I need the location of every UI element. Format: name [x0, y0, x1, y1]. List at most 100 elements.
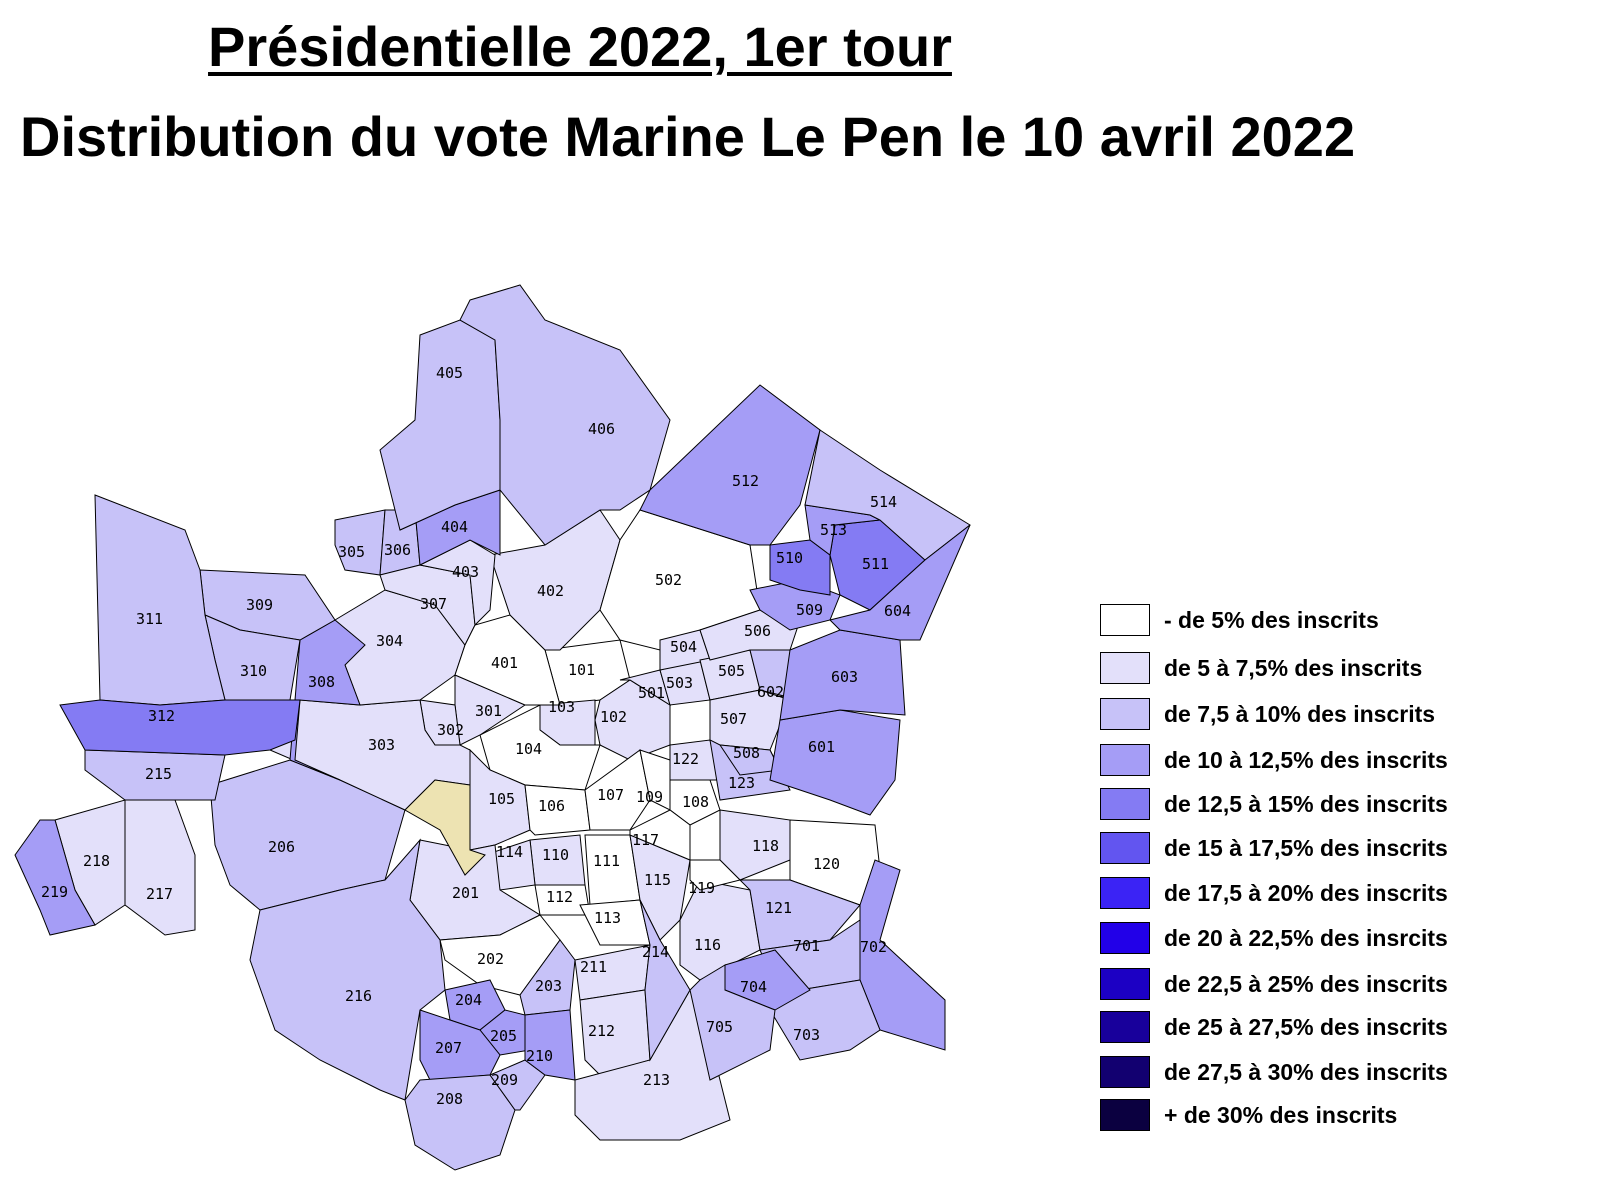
district-label-202: 202	[477, 950, 504, 968]
district-label-508: 508	[733, 744, 760, 762]
legend-swatch	[1100, 788, 1150, 820]
district-label-206: 206	[268, 838, 295, 856]
district-703	[769, 979, 881, 1061]
district-label-509: 509	[796, 601, 823, 619]
district-label-217: 217	[146, 885, 173, 903]
legend-swatch	[1100, 1099, 1150, 1131]
district-312	[59, 699, 301, 756]
legend-swatch	[1100, 1011, 1150, 1043]
district-219	[14, 819, 96, 936]
district-label-305: 305	[338, 543, 365, 561]
district-label-211: 211	[580, 958, 607, 976]
district-308	[289, 619, 366, 781]
district-label-705: 705	[706, 1018, 733, 1036]
legend-swatch	[1100, 832, 1150, 864]
district-label-512: 512	[732, 472, 759, 490]
district-label-514: 514	[870, 493, 897, 511]
district-label-120: 120	[813, 855, 840, 873]
district-label-404: 404	[441, 518, 468, 536]
district-label-504: 504	[670, 638, 697, 656]
district-305	[334, 509, 386, 576]
district-label-203: 203	[535, 977, 562, 995]
legend-swatch	[1100, 698, 1150, 730]
district-label-102: 102	[600, 708, 627, 726]
district-118	[719, 809, 791, 881]
district-label-110: 110	[542, 846, 569, 864]
legend-label: + de 30% des inscrits	[1164, 1102, 1398, 1128]
district-label-702: 702	[860, 938, 887, 956]
district-label-216: 216	[345, 987, 372, 1005]
district-label-116: 116	[694, 936, 721, 954]
district-label-602: 602	[757, 683, 784, 701]
legend-label: - de 5% des inscrits	[1164, 607, 1379, 633]
district-203	[519, 939, 576, 1016]
map-subtitle: Distribution du vote Marine Le Pen le 10…	[20, 105, 1356, 168]
district-label-214: 214	[642, 943, 669, 961]
district-label-501: 501	[638, 684, 665, 702]
district-label-405: 405	[436, 364, 463, 382]
district-labels: 101 102 103 104 105 106 107 108 109 110 111 112 113 1…	[41, 364, 911, 1108]
legend-label: de 22,5 à 25% des inscrits	[1164, 971, 1448, 997]
district-label-308: 308	[308, 673, 335, 691]
district-label-306: 306	[384, 541, 411, 559]
district-label-101: 101	[568, 661, 595, 679]
no-data-area	[404, 779, 486, 876]
district-shapes	[14, 284, 971, 1171]
district-label-601: 601	[808, 738, 835, 756]
district-512	[639, 384, 821, 546]
district-210	[524, 1009, 576, 1081]
district-216	[249, 838, 446, 1101]
district-label-309: 309	[246, 596, 273, 614]
map-title: Présidentielle 2022, 1er tour	[208, 15, 952, 78]
district-label-603: 603	[831, 668, 858, 686]
legend-swatch	[1100, 968, 1150, 1000]
district-label-406: 406	[588, 420, 615, 438]
district-209	[489, 1059, 546, 1111]
district-label-701: 701	[793, 937, 820, 955]
district-label-510: 510	[776, 549, 803, 567]
district-601	[769, 709, 901, 816]
district-label-106: 106	[538, 797, 565, 815]
district-label-511: 511	[862, 555, 889, 573]
district-label-302: 302	[437, 721, 464, 739]
legend-label: de 15 à 17,5% des inscrits	[1164, 835, 1448, 861]
district-207	[419, 1009, 501, 1081]
district-label-704: 704	[740, 978, 767, 996]
district-label-218: 218	[83, 852, 110, 870]
district-label-122: 122	[672, 750, 699, 768]
district-label-119: 119	[688, 879, 715, 897]
district-label-112: 112	[546, 888, 573, 906]
district-label-403: 403	[452, 563, 479, 581]
district-label-212: 212	[588, 1022, 615, 1040]
district-217	[124, 799, 196, 936]
district-label-201: 201	[452, 884, 479, 902]
legend-label: de 20 à 22,5% des insrcits	[1164, 925, 1448, 951]
legend-swatch	[1100, 877, 1150, 909]
district-label-105: 105	[488, 790, 515, 808]
district-label-503: 503	[666, 674, 693, 692]
legend-swatch	[1100, 922, 1150, 954]
district-107	[584, 749, 651, 831]
district-label-209: 209	[491, 1071, 518, 1089]
district-label-310: 310	[240, 662, 267, 680]
district-label-703: 703	[793, 1026, 820, 1044]
district-label-307: 307	[420, 595, 447, 613]
district-label-114: 114	[496, 843, 523, 861]
district-label-107: 107	[597, 786, 624, 804]
district-106	[524, 784, 591, 836]
district-label-513: 513	[820, 521, 847, 539]
district-406	[459, 284, 671, 546]
legend-label: de 5 à 7,5% des inscrits	[1164, 655, 1423, 681]
district-514	[804, 429, 971, 561]
legend-label: de 10 à 12,5% des inscrits	[1164, 747, 1448, 773]
district-label-115: 115	[644, 871, 671, 889]
legend-swatch	[1100, 744, 1150, 776]
district-label-123: 123	[728, 774, 755, 792]
district-label-304: 304	[376, 632, 403, 650]
district-label-207: 207	[435, 1039, 462, 1057]
district-label-204: 204	[455, 991, 482, 1009]
district-label-401: 401	[491, 654, 518, 672]
district-label-215: 215	[145, 765, 172, 783]
district-label-104: 104	[515, 740, 542, 758]
